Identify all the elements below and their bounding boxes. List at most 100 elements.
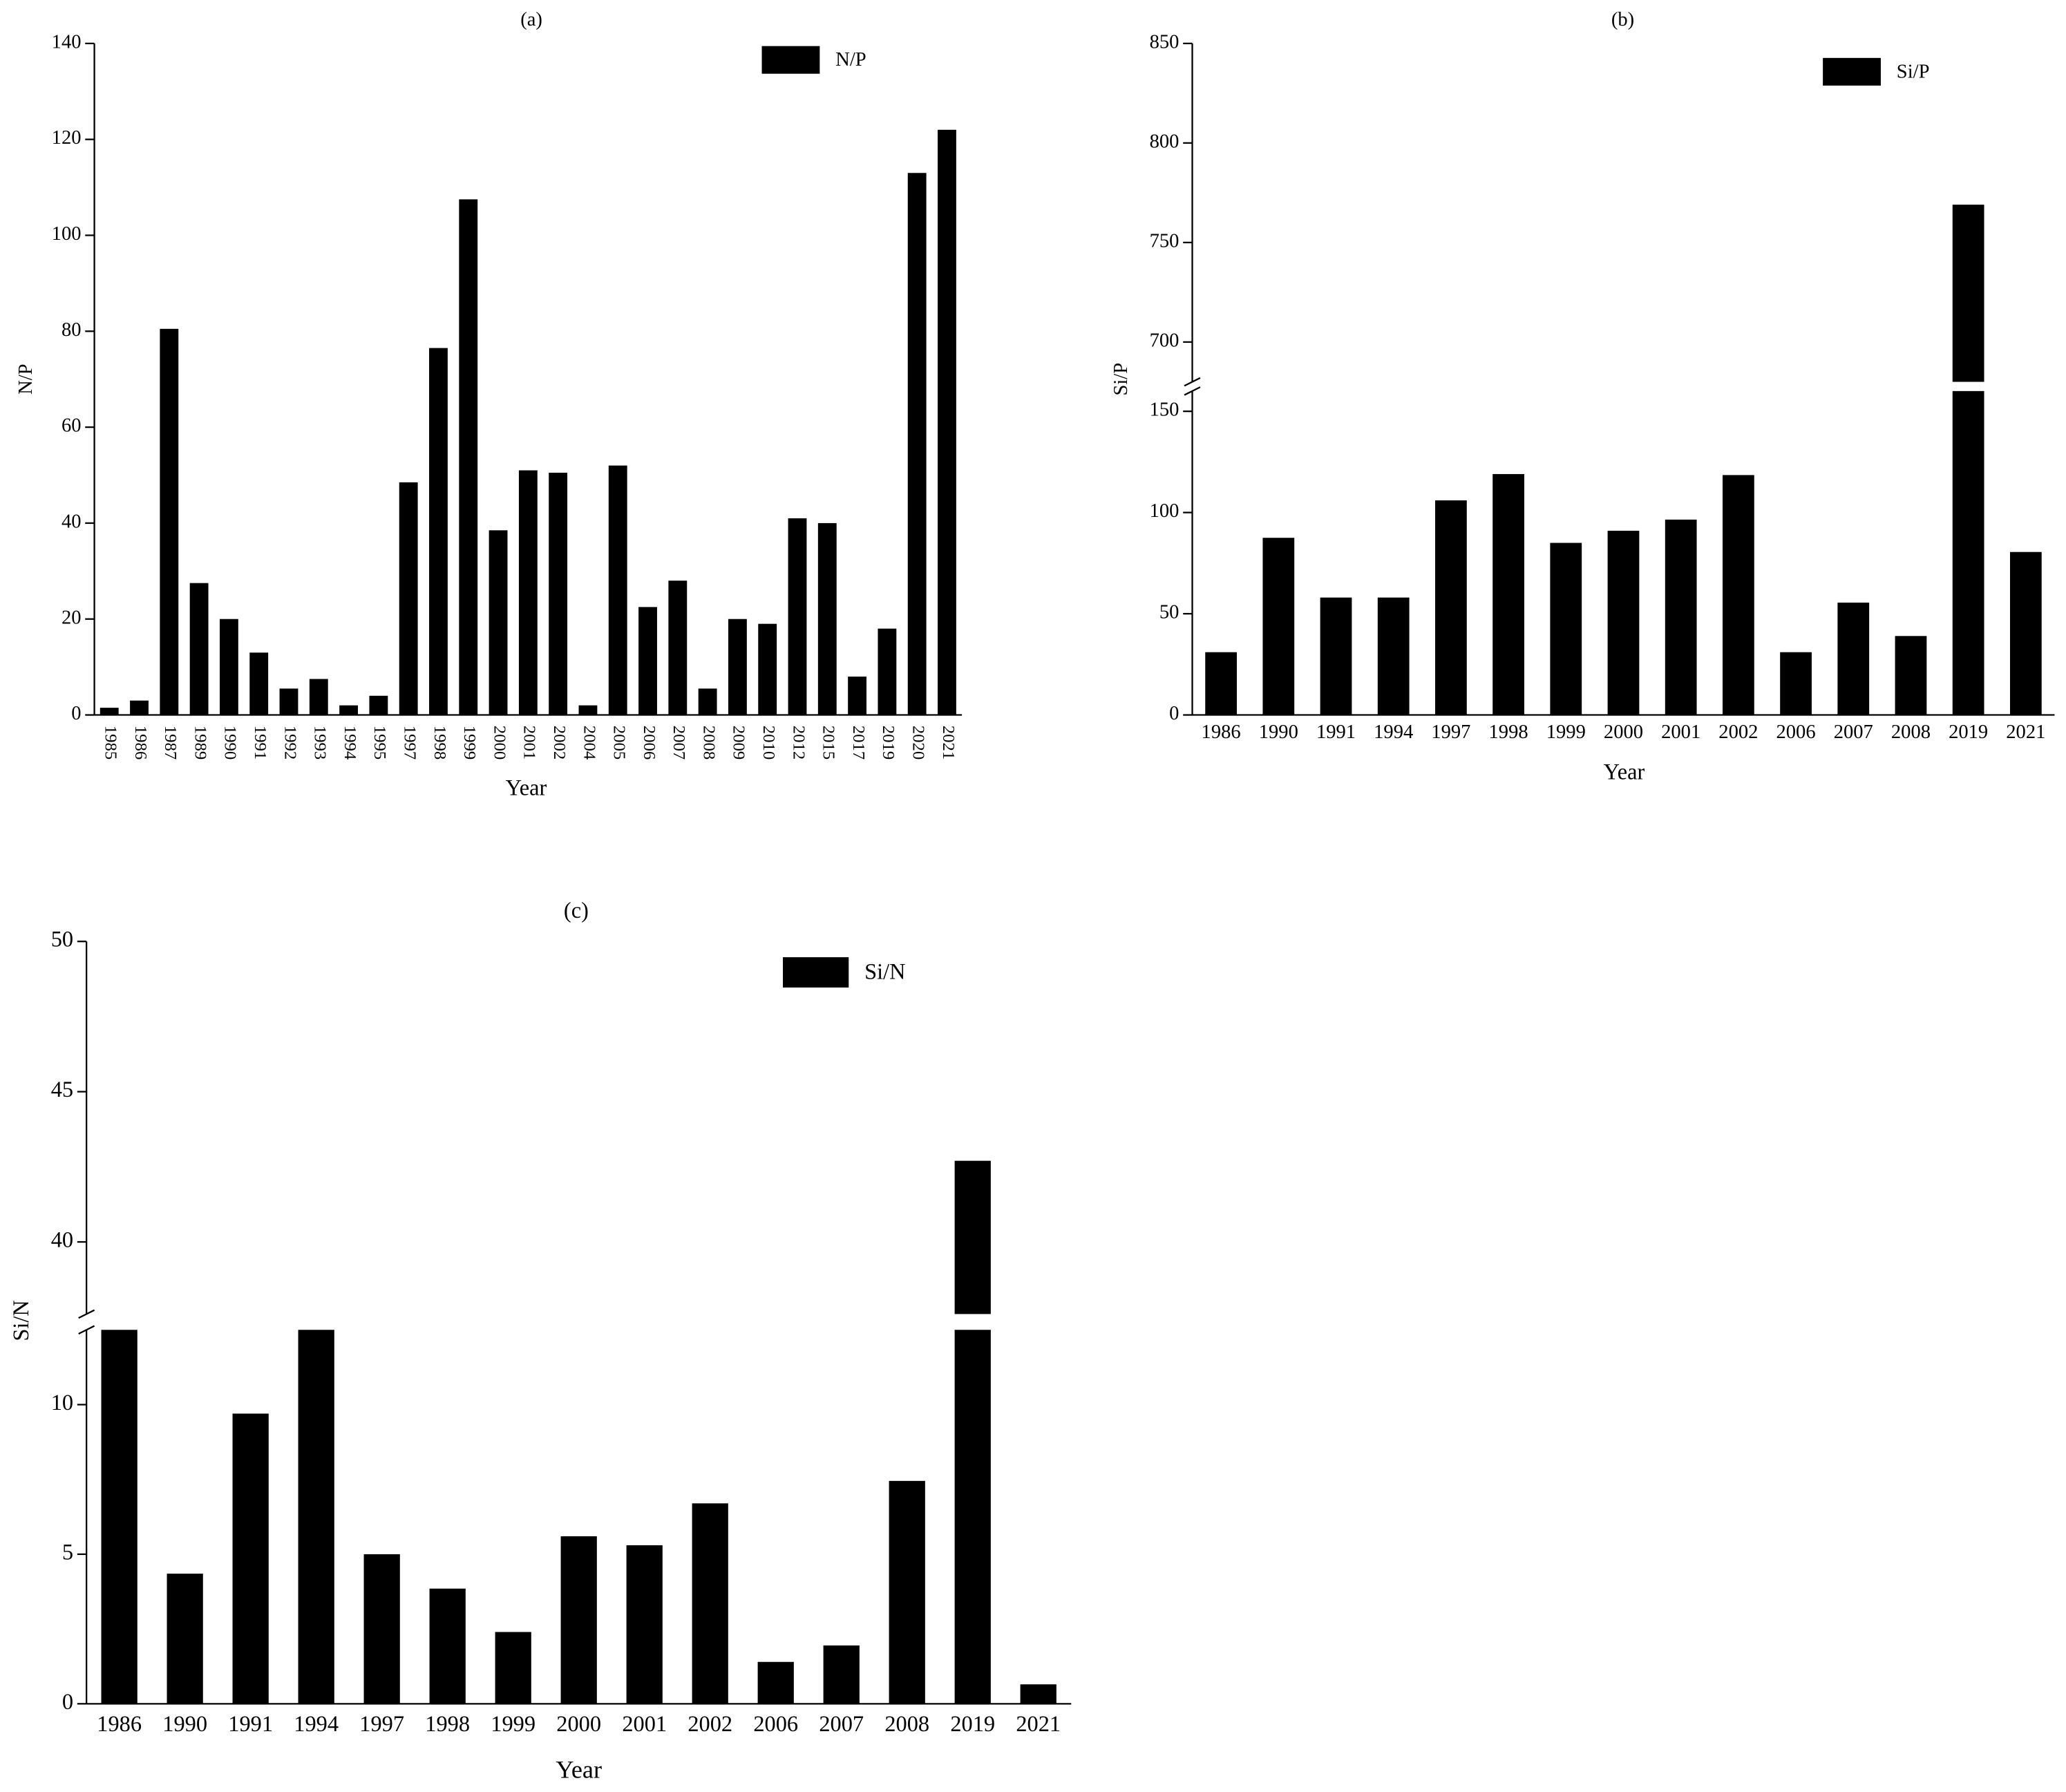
bar bbox=[101, 1330, 138, 1704]
y-tick-label: 0 bbox=[1169, 703, 1179, 724]
bar bbox=[298, 1330, 334, 1704]
legend-swatch bbox=[761, 46, 820, 74]
y-tick-label: 100 bbox=[1150, 500, 1179, 522]
y-axis-label: Si/N bbox=[9, 1300, 34, 1341]
bar bbox=[560, 1536, 597, 1704]
x-tick-label: 1986 bbox=[1202, 721, 1241, 743]
bar bbox=[1952, 205, 1984, 715]
x-tick-label: 1987 bbox=[161, 726, 180, 760]
bar bbox=[1837, 602, 1870, 715]
y-tick-label: 50 bbox=[51, 927, 73, 952]
x-tick-label: 2019 bbox=[879, 726, 898, 760]
bar bbox=[219, 619, 238, 715]
y-tick-label: 60 bbox=[61, 415, 82, 437]
y-tick-label: 80 bbox=[61, 319, 82, 341]
bar bbox=[1780, 652, 1812, 715]
bar bbox=[1377, 597, 1410, 715]
x-tick-label: 2002 bbox=[550, 726, 569, 760]
x-tick-label: 2019 bbox=[1949, 721, 1988, 743]
y-tick-label: 750 bbox=[1150, 230, 1179, 252]
bar bbox=[130, 700, 149, 715]
x-tick-label: 1998 bbox=[425, 1712, 470, 1737]
bar bbox=[1607, 530, 1640, 715]
x-tick-label: 1986 bbox=[97, 1712, 142, 1737]
x-tick-label: 2017 bbox=[849, 726, 868, 760]
bar bbox=[608, 465, 627, 715]
bar bbox=[938, 129, 956, 715]
bar bbox=[878, 628, 897, 715]
x-tick-label: 1991 bbox=[228, 1712, 273, 1737]
bar bbox=[429, 1588, 466, 1704]
bar bbox=[889, 1480, 925, 1704]
x-axis-label: Year bbox=[506, 776, 547, 801]
legend-label: Si/N bbox=[864, 959, 905, 984]
bar bbox=[757, 1661, 794, 1704]
bar bbox=[399, 482, 418, 715]
bar bbox=[279, 688, 298, 715]
y-tick-label: 0 bbox=[71, 703, 81, 724]
bar bbox=[954, 1160, 991, 1704]
x-tick-label: 2002 bbox=[1718, 721, 1758, 743]
x-tick-label: 2000 bbox=[1604, 721, 1643, 743]
bar bbox=[728, 619, 747, 715]
x-tick-label: 1998 bbox=[430, 726, 449, 760]
bar bbox=[232, 1413, 269, 1704]
axis-break bbox=[78, 1325, 95, 1335]
x-tick-label: 1990 bbox=[221, 726, 240, 760]
bar bbox=[339, 705, 359, 715]
y-tick-label: 45 bbox=[51, 1077, 73, 1102]
bar bbox=[1020, 1684, 1056, 1704]
x-axis-label: Year bbox=[1604, 760, 1645, 785]
x-tick-label: 1992 bbox=[281, 726, 299, 760]
x-tick-label: 2000 bbox=[556, 1712, 601, 1737]
x-tick-label: 2007 bbox=[670, 726, 688, 760]
x-tick-label: 2012 bbox=[789, 726, 808, 760]
bar bbox=[489, 530, 508, 715]
bar bbox=[848, 677, 867, 715]
y-tick-label: 40 bbox=[51, 1227, 73, 1252]
bar bbox=[99, 708, 119, 715]
x-tick-label: 2020 bbox=[909, 726, 927, 760]
axis-break bbox=[1184, 386, 1201, 396]
x-tick-label: 2007 bbox=[819, 1712, 864, 1737]
x-tick-label: 1989 bbox=[191, 726, 209, 760]
y-tick-label: 150 bbox=[1150, 399, 1179, 421]
bar bbox=[907, 173, 927, 715]
bar bbox=[429, 348, 448, 715]
x-tick-label: 1997 bbox=[400, 726, 419, 760]
y-axis-label: Si/P bbox=[1110, 363, 1132, 396]
x-tick-label: 1997 bbox=[1431, 721, 1470, 743]
x-tick-label: 2007 bbox=[1834, 721, 1873, 743]
x-tick-label: 1993 bbox=[311, 726, 330, 760]
bar bbox=[1665, 519, 1697, 715]
x-tick-label: 2004 bbox=[580, 726, 598, 760]
x-tick-label: 1985 bbox=[102, 726, 120, 760]
x-tick-label: 1999 bbox=[1546, 721, 1586, 743]
x-tick-label: 2008 bbox=[699, 726, 718, 760]
x-tick-label: 2008 bbox=[1891, 721, 1931, 743]
y-axis-label: N/P bbox=[15, 364, 37, 394]
bar bbox=[309, 679, 328, 715]
bar bbox=[698, 688, 717, 715]
x-tick-label: 1994 bbox=[1374, 721, 1413, 743]
x-tick-label: 2001 bbox=[1661, 721, 1700, 743]
x-tick-label: 2008 bbox=[884, 1712, 929, 1737]
bar bbox=[369, 695, 388, 715]
x-tick-label: 2005 bbox=[610, 726, 629, 760]
bar bbox=[1320, 597, 1352, 715]
axis-break bbox=[78, 1309, 95, 1319]
bar bbox=[363, 1554, 400, 1704]
bar bbox=[817, 522, 837, 715]
x-tick-label: 2015 bbox=[819, 726, 838, 760]
bar bbox=[518, 470, 538, 715]
bar bbox=[578, 705, 598, 715]
y-tick-label: 20 bbox=[61, 607, 82, 628]
y-tick-label: 100 bbox=[52, 223, 82, 245]
y-tick-label: 850 bbox=[1150, 31, 1179, 53]
x-tick-label: 2021 bbox=[2006, 721, 2045, 743]
legend-label: Si/P bbox=[1897, 61, 1930, 82]
axis-break bbox=[1184, 377, 1201, 387]
bar bbox=[788, 518, 807, 715]
bar bbox=[692, 1503, 728, 1704]
